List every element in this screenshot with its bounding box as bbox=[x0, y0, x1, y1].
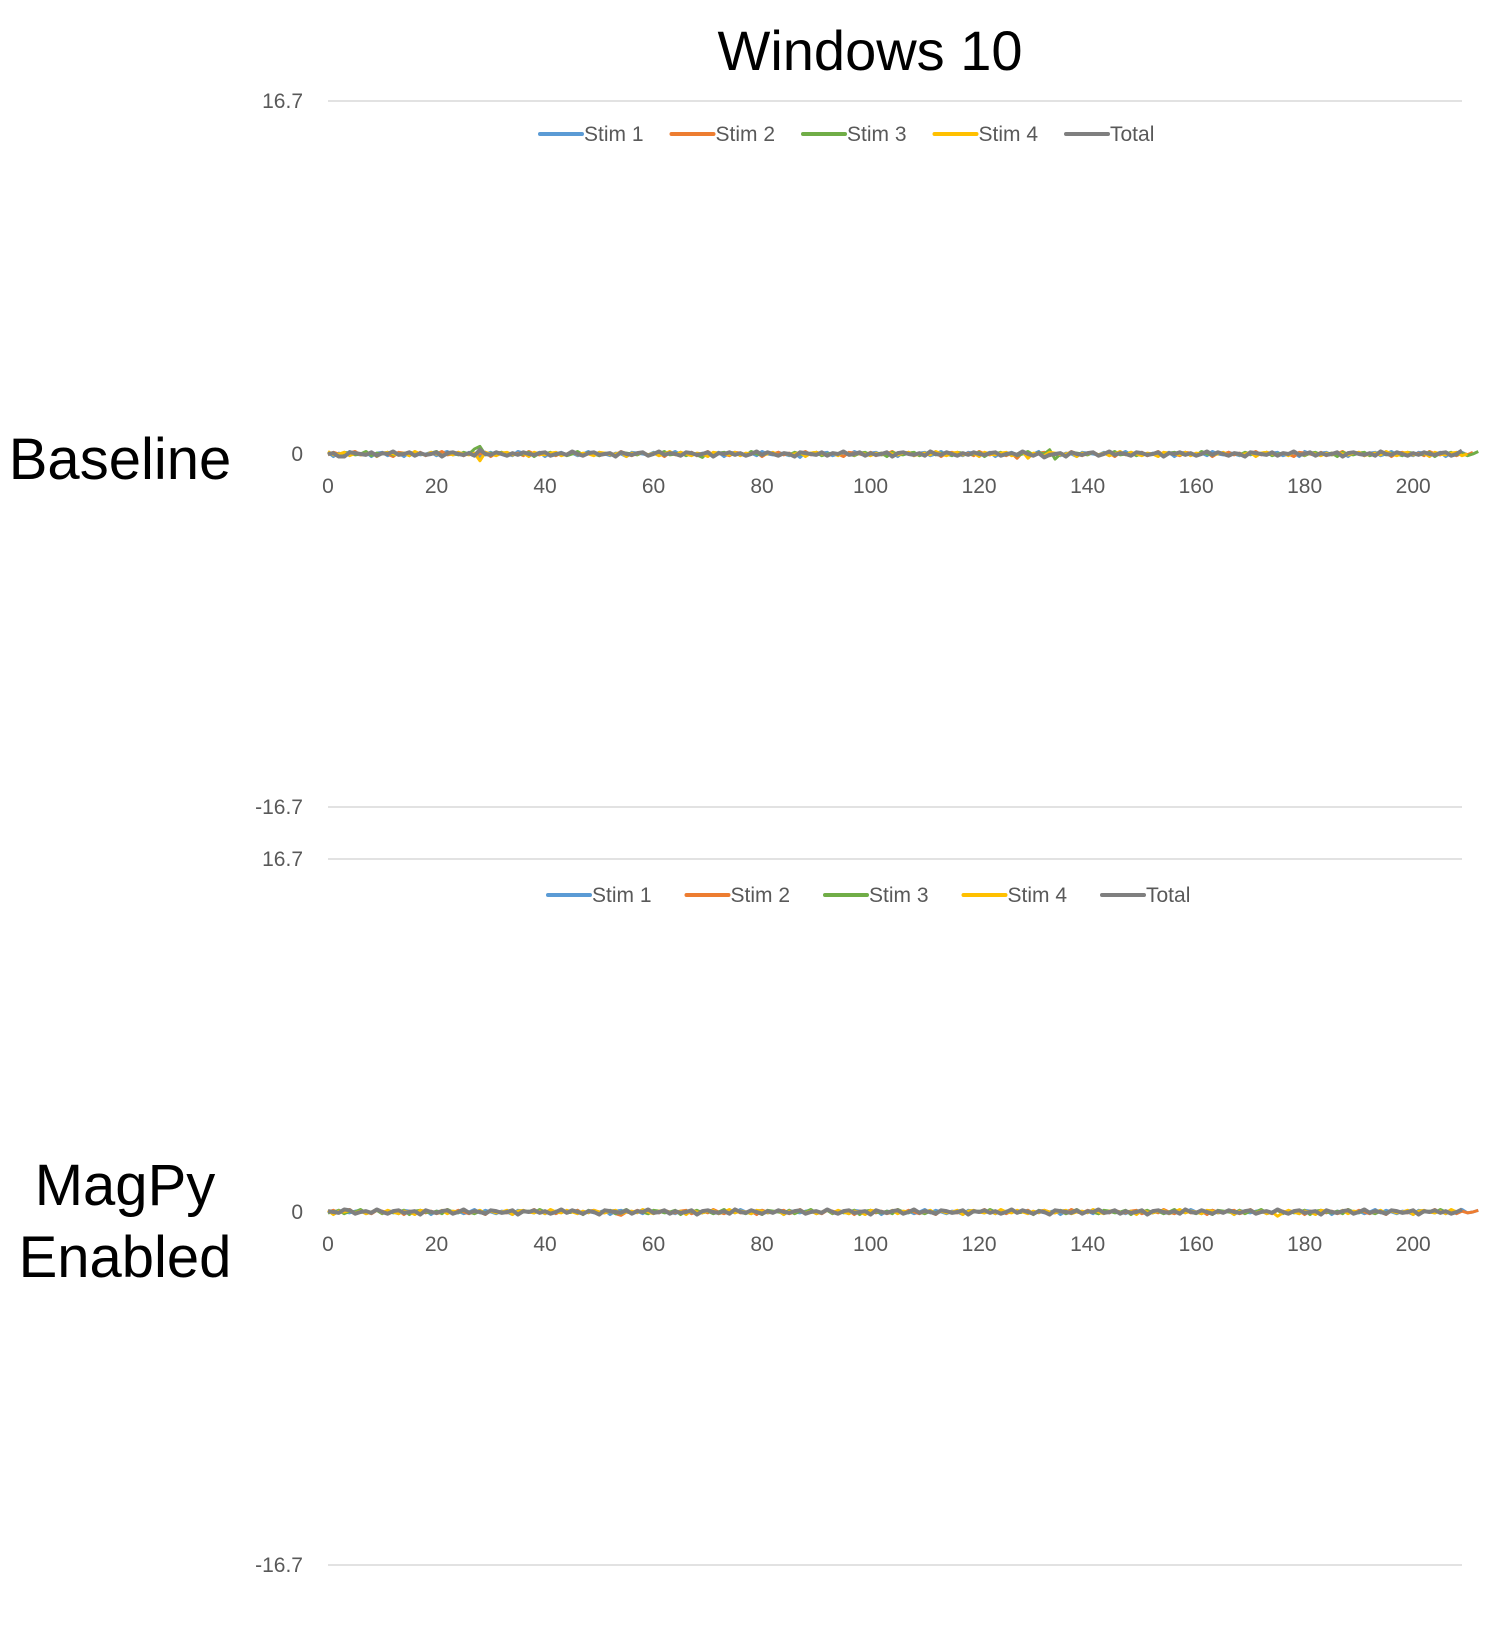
legend-item: Stim 4 bbox=[961, 884, 1068, 907]
legend-item: Stim 2 bbox=[669, 123, 776, 146]
legend-item: Stim 2 bbox=[684, 884, 791, 907]
row-label-line: Enabled bbox=[18, 1225, 232, 1290]
x-tick-label: 0 bbox=[322, 1233, 334, 1256]
legend-label: Stim 4 bbox=[1008, 884, 1068, 907]
x-tick-label: 100 bbox=[853, 475, 888, 498]
legend-label: Stim 1 bbox=[584, 123, 644, 146]
x-tick-label: 140 bbox=[1070, 1233, 1105, 1256]
chart-panel-1: 16.7 0 -16.7 0 20 40 60 80 100 120 140 160 180 200 Sti… bbox=[255, 848, 1479, 1577]
x-tick-label: 200 bbox=[1396, 475, 1431, 498]
legend-item: Total bbox=[1064, 123, 1154, 146]
legend-label: Total bbox=[1110, 123, 1154, 146]
row-label-line: MagPy bbox=[34, 1153, 216, 1218]
x-tick-label: 120 bbox=[962, 1233, 997, 1256]
x-tick-label: 120 bbox=[962, 475, 997, 498]
series-line-total bbox=[327, 447, 1464, 460]
legend: Stim 1 Stim 2 Stim 3 Stim 4 Total bbox=[538, 123, 1154, 146]
x-tick-label: 20 bbox=[425, 1233, 448, 1256]
legend-label: Stim 1 bbox=[592, 884, 652, 907]
x-tick-label: 60 bbox=[642, 1233, 665, 1256]
legend-item: Stim 1 bbox=[538, 123, 644, 146]
x-tick-label: 140 bbox=[1070, 475, 1105, 498]
y-tick-label: 16.7 bbox=[262, 90, 303, 113]
x-tick-label: 180 bbox=[1287, 1233, 1322, 1256]
row-label-magpy-enabled: MagPy Enabled bbox=[0, 1150, 250, 1294]
legend: Stim 1 Stim 2 Stim 3 Stim 4 Total bbox=[546, 884, 1190, 907]
legend-label: Stim 3 bbox=[847, 123, 907, 146]
y-tick-label: -16.7 bbox=[255, 796, 303, 819]
y-tick-label: -16.7 bbox=[255, 1554, 303, 1577]
legend-item: Stim 4 bbox=[932, 123, 1039, 146]
row-label-baseline: Baseline bbox=[0, 424, 240, 496]
y-tick-label: 16.7 bbox=[262, 848, 303, 871]
x-tick-label: 80 bbox=[750, 475, 773, 498]
x-tick-label: 40 bbox=[533, 1233, 556, 1256]
legend-item: Total bbox=[1100, 884, 1190, 907]
row-label-line: Baseline bbox=[8, 427, 232, 492]
x-tick-label: 60 bbox=[642, 475, 665, 498]
legend-item: Stim 3 bbox=[823, 884, 929, 907]
legend-label: Stim 3 bbox=[869, 884, 929, 907]
x-tick-label: 0 bbox=[322, 475, 334, 498]
series-line-total bbox=[327, 1207, 1463, 1217]
legend-label: Stim 4 bbox=[979, 123, 1039, 146]
x-tick-label: 160 bbox=[1179, 475, 1214, 498]
x-tick-label: 40 bbox=[533, 475, 556, 498]
legend-label: Stim 2 bbox=[731, 884, 791, 907]
y-tick-label: 0 bbox=[291, 443, 303, 466]
y-tick-label: 0 bbox=[291, 1201, 303, 1224]
x-tick-label: 80 bbox=[750, 1233, 773, 1256]
legend-item: Stim 3 bbox=[801, 123, 907, 146]
chart-panel-0: 16.7 0 -16.7 0 20 40 60 80 100 120 140 160 180 200 Sti… bbox=[255, 90, 1479, 819]
x-tick-label: 160 bbox=[1179, 1233, 1214, 1256]
x-tick-label: 180 bbox=[1287, 475, 1322, 498]
legend-item: Stim 1 bbox=[546, 884, 652, 907]
legend-label: Stim 2 bbox=[716, 123, 776, 146]
x-tick-label: 200 bbox=[1396, 1233, 1431, 1256]
legend-label: Total bbox=[1146, 884, 1190, 907]
x-tick-label: 20 bbox=[425, 475, 448, 498]
chart-title: Windows 10 bbox=[717, 19, 1023, 82]
x-tick-label: 100 bbox=[853, 1233, 888, 1256]
